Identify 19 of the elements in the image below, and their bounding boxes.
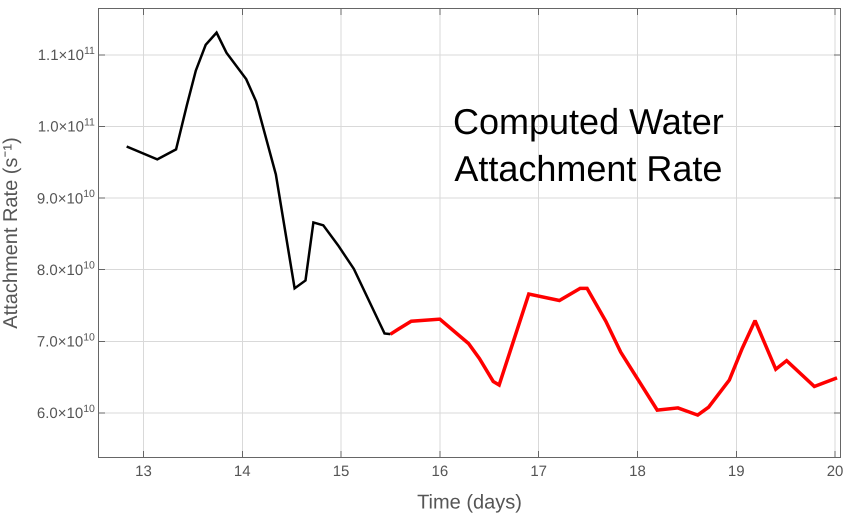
annotation: Computed Water Attachment Rate — [453, 101, 724, 189]
y-tick-label: 6.0×10$^{10}$ — [36, 402, 96, 422]
y-tick-label: 8.0×10$^{10}$ — [36, 260, 96, 279]
line-series — [125, 31, 392, 336]
x-tick-label: 19 — [728, 463, 745, 480]
x-tick-label: 18 — [629, 463, 646, 480]
x-tick-label: 13 — [135, 463, 152, 480]
x-tick-label: 14 — [234, 463, 251, 480]
x-tick-label: 15 — [332, 463, 350, 480]
y-tick-label: 1.1×10$^{11}$ — [38, 44, 96, 64]
x-tick-label: 20 — [826, 463, 844, 480]
line-series — [388, 286, 839, 417]
y-axis-title: Attachment Rate (s⁻¹) — [0, 137, 22, 329]
x-tick-label: 17 — [530, 463, 548, 480]
y-tick-label: 9.0×10$^{10}$ — [36, 188, 96, 208]
x-axis-title: Time (days) — [417, 492, 522, 514]
y-tick-label: 1.0×10$^{11}$ — [38, 116, 96, 136]
y-tick-label: 7.0×10$^{10}$ — [36, 331, 96, 351]
x-tick-label: 16 — [432, 463, 448, 480]
